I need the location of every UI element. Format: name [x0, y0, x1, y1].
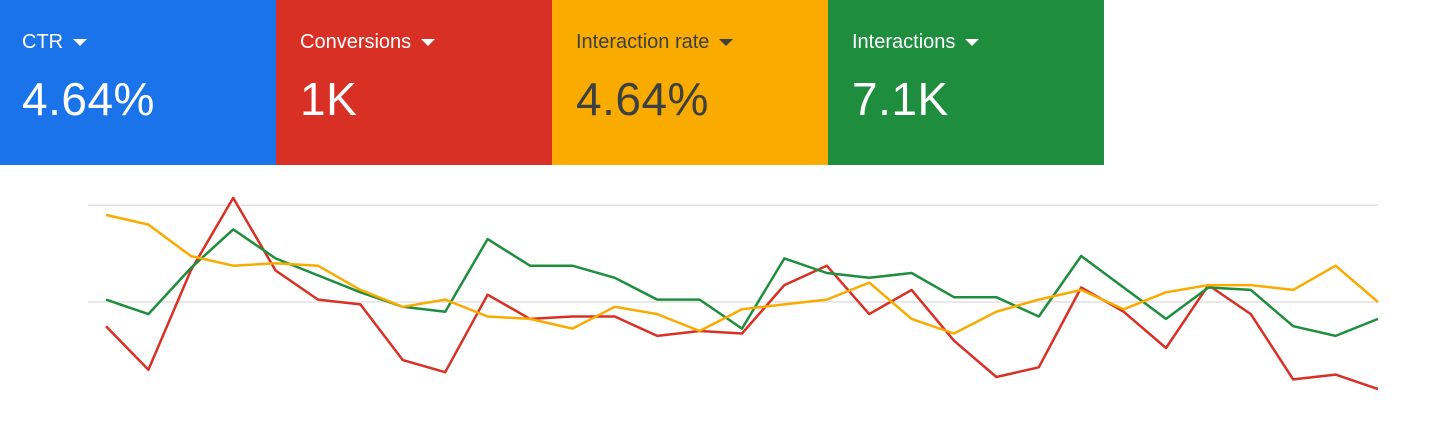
metric-value: 4.64% [576, 73, 709, 125]
metric-value: 7.1K [852, 73, 949, 125]
dropdown-caret-icon[interactable] [719, 39, 734, 46]
metric-header[interactable]: CTR [22, 30, 276, 54]
metric-label: Conversions [300, 30, 412, 53]
line-chart [88, 196, 1379, 391]
metric-card-interaction-rate[interactable]: Interaction rate 4.64% [552, 0, 828, 165]
metric-label: CTR [22, 30, 64, 53]
series-line-interactions [105, 228, 1379, 338]
metric-value: 1K [300, 73, 358, 125]
metric-header[interactable]: Interactions [852, 30, 1104, 54]
dropdown-caret-icon[interactable] [421, 39, 436, 46]
metric-header[interactable]: Conversions [300, 30, 552, 54]
metric-card-interactions[interactable]: Interactions 7.1K [828, 0, 1104, 165]
metric-header[interactable]: Interaction rate [576, 30, 828, 54]
series-line-conversions [105, 196, 1379, 391]
metric-label: Interaction rate [576, 30, 710, 53]
series-line-interaction-rate [105, 213, 1379, 335]
metric-cards: CTR 4.64% Conversions 1K Interaction rat… [0, 0, 1104, 165]
dropdown-caret-icon[interactable] [965, 39, 980, 46]
metric-value: 4.64% [22, 73, 155, 125]
metric-card-ctr[interactable]: CTR 4.64% [0, 0, 276, 165]
dropdown-caret-icon[interactable] [73, 39, 88, 46]
metric-card-conversions[interactable]: Conversions 1K [276, 0, 552, 165]
metric-label: Interactions [852, 30, 956, 53]
